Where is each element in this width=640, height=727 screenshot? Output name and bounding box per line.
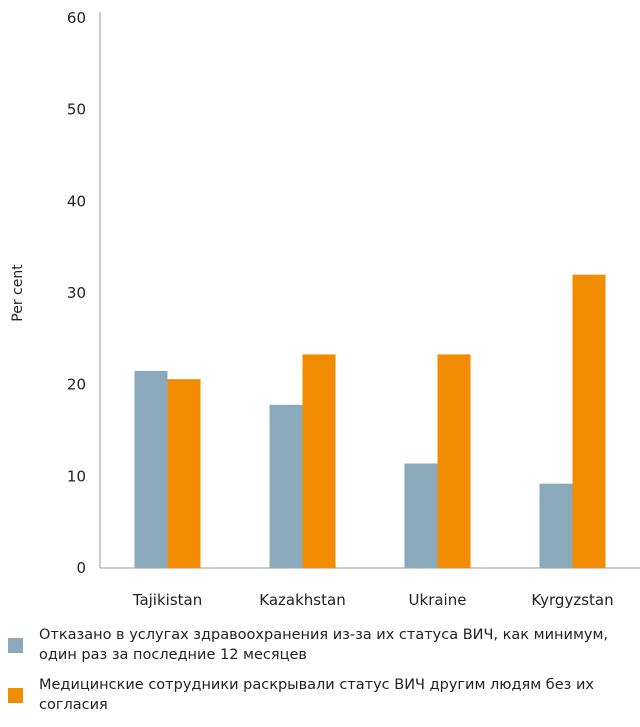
y-axis: 0 10 20 30 40 50 60 — [67, 9, 101, 577]
x-axis: Tajikistan Kazakhstan Ukraine Kyrgyzstan — [100, 567, 640, 609]
x-tick-label: Tajikistan — [132, 591, 202, 609]
y-tick-label: 30 — [67, 284, 86, 302]
x-tick-label: Kyrgyzstan — [531, 591, 613, 609]
legend-item-disclosed: Медицинские сотрудники раскрывали статус… — [8, 675, 628, 715]
legend-item-denied: Отказано в услугах здравоохранения из-за… — [8, 625, 628, 665]
x-tick-label: Kazakhstan — [259, 591, 345, 609]
bar — [167, 379, 201, 568]
y-axis-label: Per cent — [10, 264, 26, 322]
y-tick-label: 40 — [67, 192, 86, 210]
bar — [539, 483, 573, 568]
bars — [134, 274, 606, 568]
legend-swatch-blue — [8, 638, 23, 653]
x-tick-label: Ukraine — [409, 591, 467, 609]
bar — [572, 274, 606, 568]
y-tick-label: 10 — [67, 467, 86, 485]
bar — [404, 463, 438, 568]
bar-chart: 0 10 20 30 40 50 60 Tajikistan Kazakhstan Ukrain… — [10, 9, 640, 609]
y-tick-label: 50 — [67, 101, 86, 119]
bar — [302, 354, 336, 568]
y-tick-label: 0 — [76, 559, 86, 577]
bar — [134, 370, 168, 568]
legend-label: Медицинские сотрудники раскрывали статус… — [39, 677, 594, 713]
legend-swatch-orange — [8, 688, 23, 703]
bar — [437, 354, 471, 568]
y-tick-label: 20 — [67, 376, 86, 394]
legend-label: Отказано в услугах здравоохранения из-за… — [39, 627, 609, 663]
bar — [269, 404, 303, 568]
y-tick-label: 60 — [67, 9, 86, 27]
legend: Отказано в услугах здравоохранения из-за… — [8, 625, 628, 725]
